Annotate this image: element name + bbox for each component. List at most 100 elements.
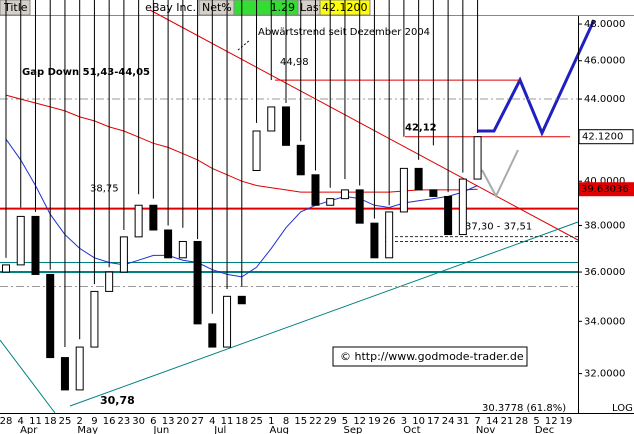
x-tick-label: 1 [268, 416, 274, 427]
month-label: Jun [153, 425, 170, 434]
candle-body [105, 271, 114, 292]
x-tick-label: 5 [533, 416, 539, 427]
candle-body [193, 240, 202, 325]
last-tag [578, 129, 634, 145]
candle-body [399, 167, 408, 213]
annotation: Gap Down 51,43-44,05 [22, 67, 150, 78]
header-net: 1.29 [271, 1, 296, 14]
copyright: © http://www.godmode-trader.de [340, 350, 524, 363]
x-tick-label: 25 [59, 416, 72, 427]
y-tick-label: 48.0000 [584, 19, 625, 30]
y-tick-label: 44.0000 [584, 94, 625, 105]
ma-tag [579, 182, 634, 197]
x-tick-label: 4 [209, 416, 215, 427]
y-tick-label: 40.0000 [584, 176, 625, 187]
x-tick-label: 23 [118, 416, 131, 427]
x-tick-label: 28 [515, 416, 528, 427]
candle-body [429, 189, 438, 197]
candle-body [75, 346, 84, 391]
candle-body [252, 130, 261, 172]
annotation: Abwärtstrend seit Dezember 2004 [258, 27, 430, 38]
y-tick-label: 34.0000 [584, 316, 625, 327]
trend-line [0, 339, 56, 414]
candle-body [149, 204, 158, 231]
y-tick-label: 36.0000 [584, 267, 625, 278]
month-label: Dec [535, 425, 554, 434]
candle-body [473, 136, 482, 180]
x-tick-label: 5 [342, 416, 348, 427]
candle-body [134, 204, 143, 238]
month-label: Oct [403, 425, 420, 434]
x-tick-label: 3 [401, 416, 407, 427]
x-tick-label: 13 [162, 416, 175, 427]
month-label: May [77, 425, 98, 434]
ma-tag-label: 39.63036 [581, 184, 629, 195]
level-label: 38,75 [90, 184, 119, 195]
x-tick-label: 4 [18, 416, 24, 427]
x-tick-label: 2 [76, 416, 82, 427]
y-tick-label: 32.0000 [584, 369, 625, 380]
header-title: Title [3, 1, 28, 14]
x-tick-label: 10 [412, 416, 425, 427]
candle-body [2, 264, 10, 273]
candle-body [267, 106, 276, 132]
candle-body [223, 295, 232, 348]
header-last-label: Last [300, 1, 324, 14]
month-label: Apr [20, 425, 38, 434]
x-tick-label: 20 [176, 416, 189, 427]
downtrend-line [149, 9, 579, 241]
low-label: 30,78 [100, 394, 135, 407]
candle-body [237, 295, 246, 305]
x-tick-label: 19 [368, 416, 381, 427]
x-tick-label: 26 [383, 416, 396, 427]
x-tick-label: 8 [283, 416, 289, 427]
month-label: Nov [476, 425, 496, 434]
candle-body [31, 215, 40, 275]
candle-body [60, 357, 69, 391]
x-tick-label: 11 [221, 416, 234, 427]
month-label: Aug [269, 425, 289, 434]
candle-body [370, 222, 379, 259]
x-tick-label: 24 [442, 416, 455, 427]
x-tick-label: 12 [545, 416, 558, 427]
candle-body [90, 290, 99, 348]
x-tick-label: 21 [501, 416, 514, 427]
candle-body [296, 144, 305, 176]
x-tick-label: 12 [353, 416, 366, 427]
candle-body [178, 240, 187, 259]
candle-body [119, 236, 128, 273]
level-label: 42,12 [405, 123, 437, 134]
x-tick-label: 9 [91, 416, 97, 427]
candle-body [164, 229, 173, 259]
range-label: 37,30 - 37,51 [465, 222, 532, 233]
month-label: Jul [213, 425, 226, 434]
x-tick-label: 30 [132, 416, 145, 427]
projection-alt [481, 149, 519, 199]
candle-body [16, 215, 25, 266]
y-tick-label: 46.0000 [584, 56, 625, 67]
level-label: 44,98 [280, 57, 309, 68]
leader-line [237, 39, 251, 51]
copyright-box [332, 346, 528, 367]
x-tick-label: 7 [474, 416, 480, 427]
fib-label: 30.3778 (61.8%) [482, 403, 566, 414]
month-label: Sep [344, 425, 363, 434]
x-tick-label: 29 [324, 416, 337, 427]
x-tick-label: 17 [427, 416, 440, 427]
x-tick-label: 15 [294, 416, 307, 427]
x-tick-label: 6 [150, 416, 156, 427]
header-net-label: Net% [202, 1, 232, 14]
candle-body [444, 195, 453, 236]
candle-body [326, 198, 335, 206]
candle-body [355, 189, 364, 224]
candle-body [414, 167, 423, 191]
candle-body [340, 189, 349, 200]
x-tick-label: 18 [235, 416, 248, 427]
last-tag-label: 42.1200 [582, 132, 623, 143]
candle-body [282, 106, 290, 146]
x-tick-label: 22 [309, 416, 322, 427]
x-tick-label: 31 [456, 416, 469, 427]
x-tick-label: 14 [486, 416, 499, 427]
x-tick-label: 25 [250, 416, 263, 427]
